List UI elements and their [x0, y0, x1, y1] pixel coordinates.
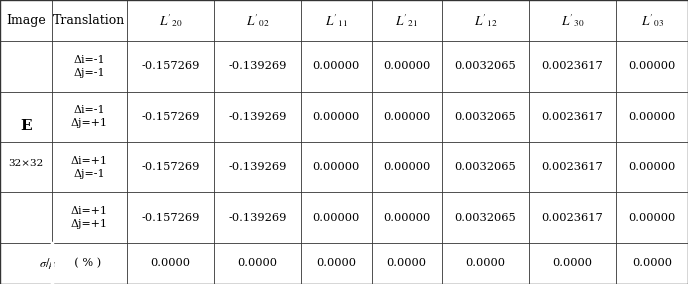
- Text: Image: Image: [6, 14, 46, 27]
- Text: Δi=+1
Δj=+1: Δi=+1 Δj=+1: [71, 206, 108, 229]
- Text: $L'_{02}$: $L'_{02}$: [246, 12, 270, 29]
- Text: 0.00000: 0.00000: [383, 162, 430, 172]
- Text: 0.00000: 0.00000: [313, 112, 360, 122]
- Text: 0.00000: 0.00000: [383, 61, 430, 71]
- Text: 0.00000: 0.00000: [628, 162, 676, 172]
- Text: $L'_{21}$: $L'_{21}$: [396, 12, 418, 29]
- Text: -0.157269: -0.157269: [141, 213, 200, 223]
- Text: -0.157269: -0.157269: [141, 61, 200, 71]
- Text: Δi=+1
Δj=-1: Δi=+1 Δj=-1: [71, 156, 108, 179]
- Text: 0.00000: 0.00000: [628, 112, 676, 122]
- Text: $L'_{30}$: $L'_{30}$: [561, 12, 584, 29]
- Text: -0.139269: -0.139269: [228, 112, 287, 122]
- Text: 0.0023617: 0.0023617: [541, 213, 603, 223]
- Text: 0.00000: 0.00000: [313, 213, 360, 223]
- Text: 0.00000: 0.00000: [628, 213, 676, 223]
- Text: -0.157269: -0.157269: [141, 162, 200, 172]
- Text: $L'_{03}$: $L'_{03}$: [641, 12, 664, 29]
- Text: $L'_{11}$: $L'_{11}$: [325, 12, 347, 29]
- Text: $L'_{20}$: $L'_{20}$: [159, 12, 182, 29]
- Text: 0.0000: 0.0000: [552, 258, 592, 268]
- Text: 0.00000: 0.00000: [383, 213, 430, 223]
- Text: Δi=-1
Δj=-1: Δi=-1 Δj=-1: [74, 55, 105, 78]
- Text: 0.0023617: 0.0023617: [541, 162, 603, 172]
- Text: $\sigma/\mu$: $\sigma/\mu$: [39, 256, 56, 271]
- Text: 0.0000: 0.0000: [316, 258, 356, 268]
- Text: 32×32: 32×32: [8, 159, 43, 168]
- Text: -0.139269: -0.139269: [228, 162, 287, 172]
- Text: 0.0000: 0.0000: [465, 258, 506, 268]
- Text: 0.0032065: 0.0032065: [455, 213, 516, 223]
- Text: 0.00000: 0.00000: [628, 61, 676, 71]
- Text: Translation: Translation: [53, 14, 126, 27]
- Text: -0.139269: -0.139269: [228, 213, 287, 223]
- Text: 0.0032065: 0.0032065: [455, 162, 516, 172]
- Text: Δi=-1
Δj=+1: Δi=-1 Δj=+1: [71, 105, 108, 128]
- Text: 0.0023617: 0.0023617: [541, 112, 603, 122]
- Text: 0.00000: 0.00000: [313, 162, 360, 172]
- Text: ( % ): ( % ): [67, 258, 101, 269]
- Text: 0.00000: 0.00000: [313, 61, 360, 71]
- Text: E: E: [20, 119, 32, 133]
- Text: -0.157269: -0.157269: [141, 112, 200, 122]
- Text: 0.0000: 0.0000: [632, 258, 672, 268]
- Text: 0.0032065: 0.0032065: [455, 61, 516, 71]
- Text: -0.139269: -0.139269: [228, 61, 287, 71]
- Text: 0.00000: 0.00000: [383, 112, 430, 122]
- Text: $L'_{12}$: $L'_{12}$: [473, 12, 497, 29]
- Text: 0.0032065: 0.0032065: [455, 112, 516, 122]
- Text: 0.0000: 0.0000: [387, 258, 427, 268]
- Text: 0.0000: 0.0000: [151, 258, 191, 268]
- Text: 0.0000: 0.0000: [237, 258, 278, 268]
- Text: 0.0023617: 0.0023617: [541, 61, 603, 71]
